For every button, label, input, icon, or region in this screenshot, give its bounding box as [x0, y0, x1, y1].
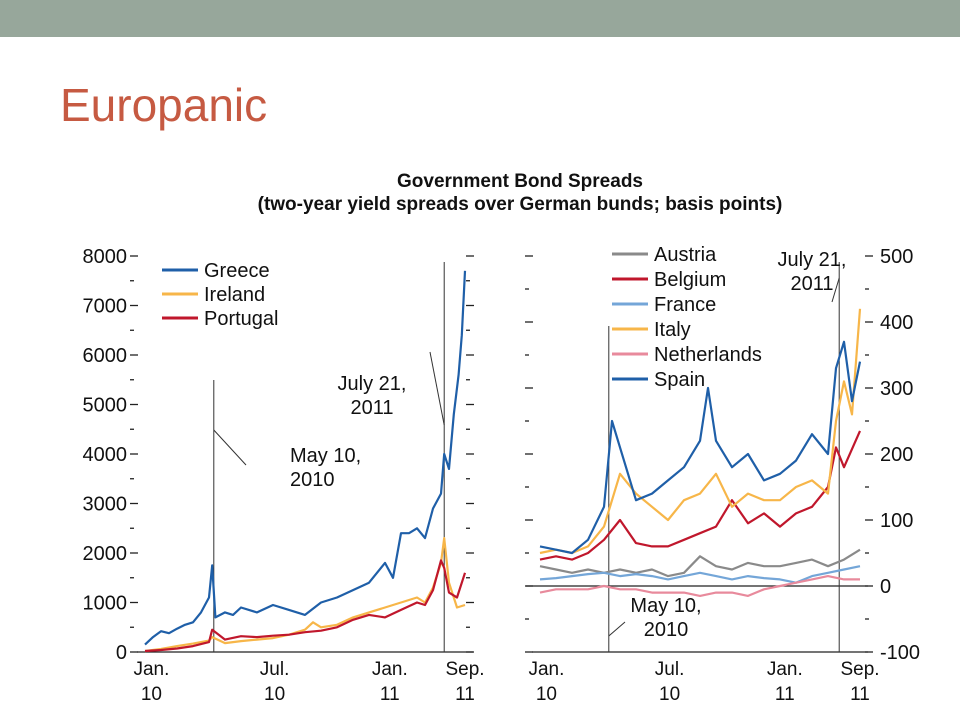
- panel-0-x-tick-label: 10: [264, 684, 285, 705]
- panel-0-y-tick-label: 5000: [83, 395, 128, 417]
- panel-1-y-tick-label: -100: [880, 642, 920, 664]
- panel-1-series-italy-line: [539, 308, 862, 555]
- panel-1-y-tick-label: 500: [880, 246, 913, 268]
- panel-1-y-tick-label: 0: [880, 576, 891, 598]
- panel-1-x-tick-label: 10: [659, 684, 680, 705]
- panel-0-annotation-label: May 10,: [290, 445, 361, 467]
- top-accent-bar: [0, 0, 960, 37]
- panel-1-series-belgium-line: [539, 430, 862, 561]
- panel-1-x-tick-label: Jan.: [528, 659, 564, 680]
- panel-1-x-tick-label: Jul.: [655, 659, 685, 680]
- panel-1-x-tick-label: Jan.: [767, 659, 803, 680]
- figure-subtitle: (two-year yield spreads over German bund…: [257, 194, 783, 215]
- panel-0-y-tick-label: 6000: [83, 345, 128, 367]
- panel-0-y-tick-label: 4000: [83, 444, 128, 466]
- panel-0-x-tick-label: Jan.: [133, 659, 169, 680]
- panel-1-series-spain-line: [539, 340, 862, 555]
- panel-1-legend-label: Netherlands: [654, 344, 762, 366]
- figure-title: Government Bond Spreads: [397, 171, 643, 192]
- slide-title: Europanic: [60, 79, 268, 131]
- panel-0-annotation-label: 2010: [290, 469, 335, 491]
- panel-1-annotation-leader: [608, 621, 626, 637]
- panel-0-x-tick-label: Jul.: [260, 659, 290, 680]
- figure-title-block: Government Bond Spreads (two-year yield …: [150, 170, 890, 216]
- panel-0-annotation-leader: [213, 429, 247, 466]
- panel-1-legend-label: Spain: [654, 369, 705, 391]
- panel-1-legend-label: Austria: [654, 244, 717, 266]
- panel-1-legend-label: Belgium: [654, 269, 726, 291]
- panel-1-annotation-leader: [831, 277, 840, 303]
- panel-0-legend-label: Greece: [204, 260, 270, 282]
- panel-1-legend-label: France: [654, 294, 716, 316]
- panel-1-y-tick-label: 300: [880, 378, 913, 400]
- panel-0-x-tick-label: 11: [380, 684, 400, 705]
- panel-1-y-tick-label: 400: [880, 312, 913, 334]
- panel-1-annotation-label: July 21,: [778, 249, 847, 271]
- panel-1-series-france-line: [539, 565, 861, 584]
- panel-1-annotation-label: 2010: [644, 619, 689, 641]
- panel-0-y-tick-label: 3000: [83, 494, 128, 516]
- panel-0-x-tick-label: 10: [141, 684, 162, 705]
- panel-0-y-tick-label: 2000: [83, 543, 128, 565]
- panel-0-series-greece-line: [144, 270, 467, 646]
- panel-0-y-tick-label: 7000: [83, 296, 128, 318]
- panel-0-legend-label: Portugal: [204, 308, 279, 330]
- panel-0-legend-label: Ireland: [204, 284, 265, 306]
- panel-1-annotation-label: May 10,: [630, 595, 701, 617]
- panel-1-x-tick-label: 11: [775, 684, 795, 705]
- panel-1-series-netherlands-line: [539, 574, 860, 598]
- panel-0-annotation-label: July 21,: [338, 373, 407, 395]
- panel-0-x-tick-label: 11: [455, 684, 475, 705]
- panel-0-annotation-label: 2011: [350, 397, 393, 419]
- panel-1-x-tick-label: Sep.: [840, 659, 879, 680]
- panel-1-annotation-label: 2011: [790, 273, 833, 295]
- panel-1-x-tick-label: 10: [536, 684, 557, 705]
- panel-1-x-tick-label: 11: [850, 684, 870, 705]
- panel-1-y-tick-label: 100: [880, 510, 913, 532]
- panel-0-y-tick-label: 8000: [83, 246, 128, 268]
- panel-1-legend-label: Italy: [654, 319, 691, 341]
- panel-0-series-ireland-line: [144, 536, 466, 653]
- panel-0-y-tick-label: 0: [116, 642, 127, 664]
- panel-0-y-tick-label: 1000: [83, 593, 128, 615]
- panel-0-x-tick-label: Sep.: [445, 659, 484, 680]
- panel-1-y-tick-label: 200: [880, 444, 913, 466]
- panel-0-x-tick-label: Jan.: [372, 659, 408, 680]
- panel-0-series-portugal-line: [144, 559, 467, 653]
- panel-1-series-austria-line: [539, 548, 861, 578]
- panel-0-annotation-leader: [429, 351, 445, 426]
